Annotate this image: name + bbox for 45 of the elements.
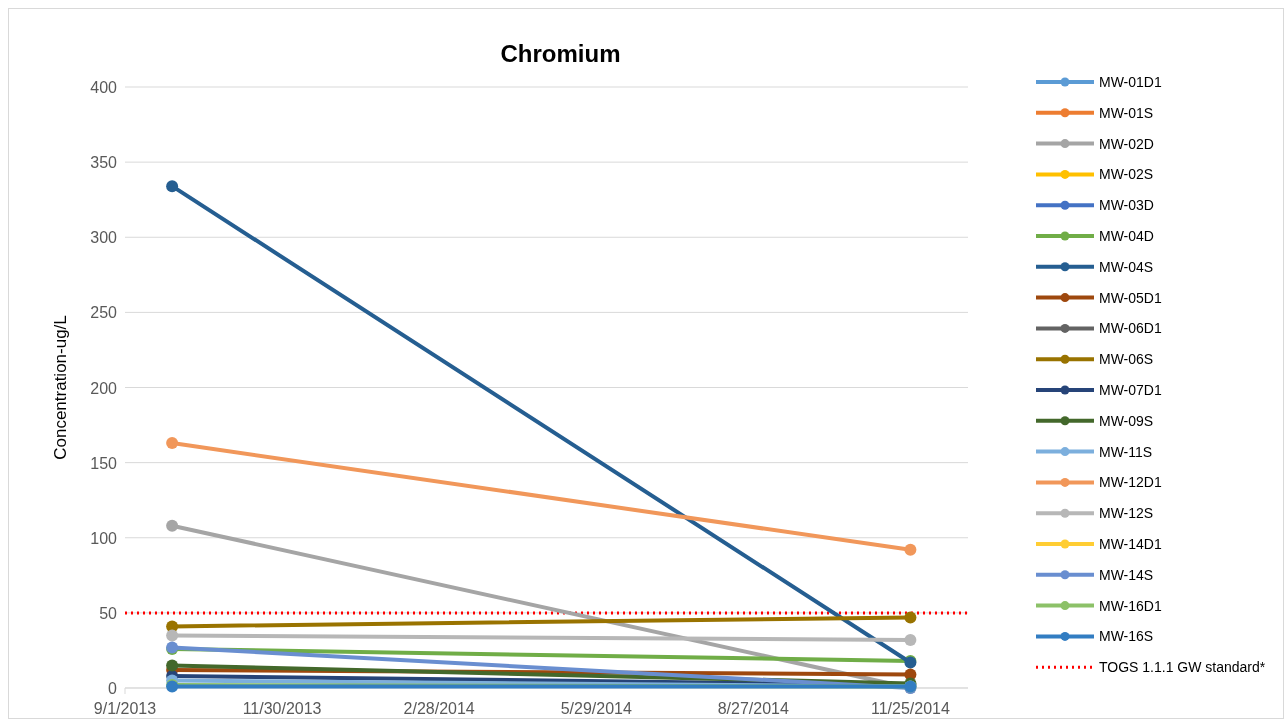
legend-label: TOGS 1.1.1 GW standard* [1099,659,1266,676]
legend-label: MW-03D [1099,197,1154,214]
point [904,633,917,646]
legend-label: MW-09S [1099,412,1154,429]
y-tick-label: 400 [90,79,118,96]
legend-label: MW-05D1 [1099,289,1162,306]
legend-label: MW-06S [1099,351,1154,368]
chart-title: Chromium [500,40,621,67]
x-tick-label: 11/25/2014 [870,700,950,717]
legend-label: MW-14S [1099,566,1154,583]
legend-label: MW-16S [1099,628,1154,645]
legend-label: MW-06D1 [1099,320,1162,337]
y-tick-label: 200 [90,379,118,397]
legend-label: MW-01S [1099,104,1154,121]
y-tick-label: 350 [90,154,118,172]
x-tick-label: 8/27/2014 [717,700,790,717]
x-tick-label: 11/30/2013 [242,700,322,717]
y-tick-label: 300 [90,229,118,247]
legend-label: MW-11S [1099,443,1153,460]
point [166,437,179,450]
point [166,519,179,532]
y-tick-label: 250 [90,304,118,322]
legend-label: MW-04S [1099,258,1154,275]
legend-label: MW-16D1 [1099,597,1162,614]
legend-label: MW-01D1 [1099,74,1162,90]
point [166,659,179,672]
x-tick-label: 5/29/2014 [560,700,632,717]
y-tick-label: 50 [99,604,118,622]
legend-label: MW-02D [1099,135,1154,152]
y-axis-title: Concentration-ug/L [51,315,70,460]
y-tick-label: 0 [108,680,118,697]
legend-label: MW-02S [1099,166,1154,183]
y-tick-label: 150 [90,454,118,472]
point [904,543,917,556]
legend-label: MW-07D1 [1099,382,1162,398]
legend-label: MW-12D1 [1099,474,1162,491]
legend-label: MW-14D1 [1099,536,1162,552]
legend-label: MW-04D [1099,228,1154,244]
point [904,611,917,624]
x-tick-label: 9/1/2013 [93,700,157,717]
point [166,629,179,642]
point [166,180,179,193]
y-tick-label: 100 [90,529,118,547]
x-tick-label: 2/28/2014 [403,700,475,717]
legend-label: MW-12S [1099,505,1154,522]
